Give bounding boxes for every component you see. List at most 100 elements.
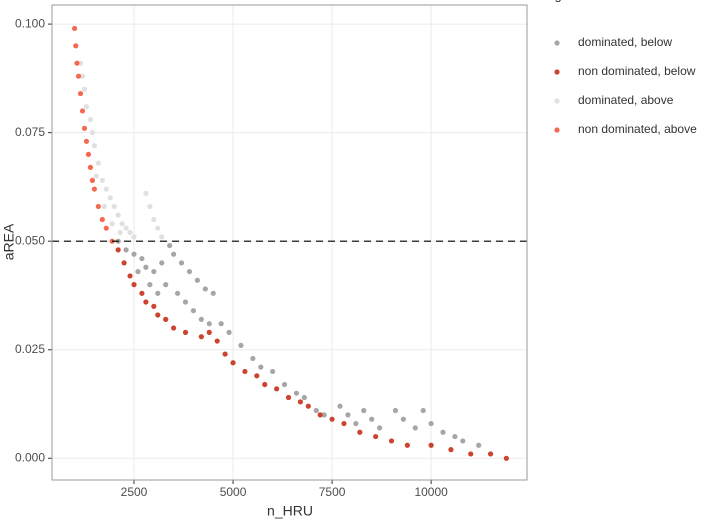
point [101,203,107,210]
point [301,394,307,401]
point [468,451,474,457]
point [83,138,90,144]
plot-panel [52,5,527,480]
point [163,316,169,322]
point [163,282,169,288]
point [226,329,232,335]
point [151,216,157,223]
point [357,429,363,435]
y-tick-label: 0.050 [15,233,45,247]
point [117,229,123,236]
y-axis-label: aREA [1,223,17,260]
y-tick-label: 0.025 [15,342,45,356]
x-tick-label: 10000 [414,485,448,499]
point [71,25,78,32]
point [428,420,434,427]
point [476,442,482,448]
legend-label: dominated, below [578,35,672,49]
y-tick-label: 0.075 [15,125,45,139]
point [487,451,494,457]
y-tick-label: 0.000 [15,450,45,464]
point [194,277,200,283]
point [182,299,189,305]
point [159,260,165,266]
point [404,442,410,448]
point [77,90,84,97]
point [127,229,133,236]
point [131,282,137,288]
point [151,303,157,309]
point [93,173,99,179]
point [143,264,149,270]
point [250,355,256,362]
point [230,360,236,366]
legend-label: non dominated, below [578,64,696,78]
point [171,325,177,331]
point [222,351,228,357]
point [369,416,375,422]
legend-marker [554,98,560,104]
point [305,403,311,409]
point [89,177,96,184]
point [337,403,343,409]
point [95,203,101,210]
point [242,368,248,375]
point [75,73,82,79]
series [71,25,115,244]
x-tick-label: 5000 [220,485,247,499]
point [103,186,109,192]
point [91,186,97,192]
legend-label: non dominated, above [578,122,697,136]
point [182,329,189,335]
point [218,321,224,327]
point [121,260,127,266]
point [95,160,101,166]
point [254,373,260,379]
legend-marker [554,40,560,46]
point [420,407,426,414]
point [238,342,244,349]
point [388,438,395,444]
point [99,216,105,223]
panel-border [51,4,528,481]
point [79,108,86,114]
point [99,177,105,184]
point [119,221,125,227]
point [317,412,323,418]
point [297,399,303,405]
point [81,125,88,131]
point [285,394,292,401]
point [186,268,193,275]
point [73,43,79,49]
point [127,273,133,279]
point [178,260,185,266]
point [206,321,212,327]
legend-marker [554,69,560,75]
point [147,282,153,288]
series [115,238,482,448]
point [87,117,94,123]
point [81,86,88,92]
point [77,60,84,66]
x-axis-label: n_HRU [267,503,313,519]
point [190,308,197,314]
point [262,381,268,388]
point [115,247,121,253]
point [111,203,117,210]
point [83,103,90,110]
series [115,247,509,461]
point [198,316,204,322]
point [107,195,113,201]
x-tick-label: 7500 [319,485,346,499]
point [345,412,351,418]
point [448,447,454,453]
point [115,212,121,218]
point [123,247,129,253]
point [131,234,137,240]
point [89,130,96,136]
point [503,455,509,461]
point [452,433,458,440]
point [79,73,86,79]
point [159,234,165,240]
